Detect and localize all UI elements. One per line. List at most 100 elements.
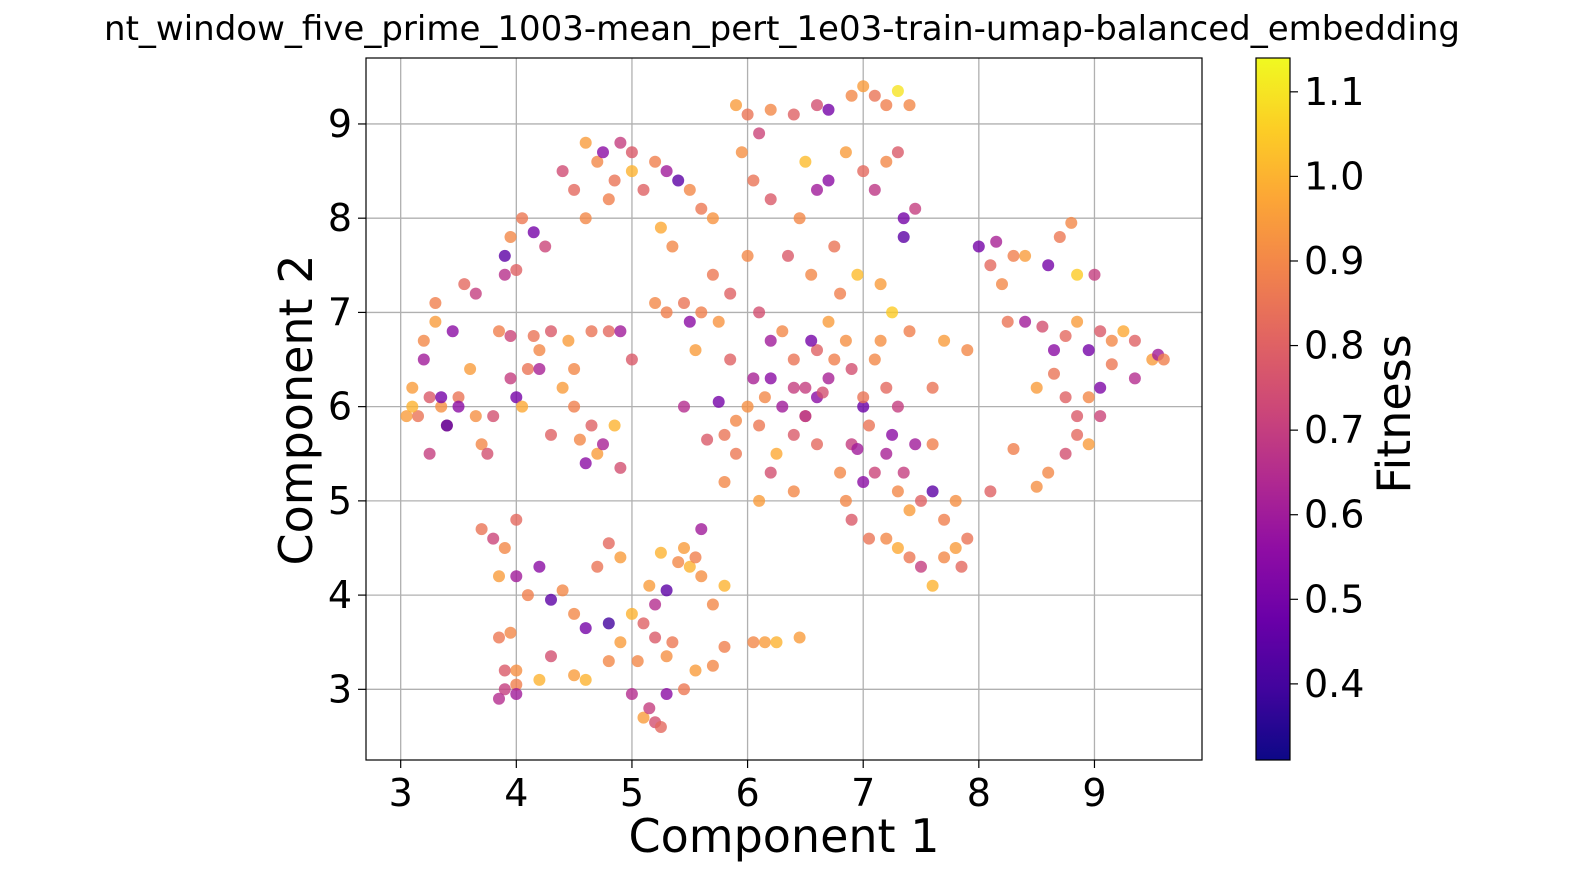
scatter-point	[585, 419, 598, 432]
scatter-point	[753, 127, 766, 140]
y-axis-ticks: 3 4 5 6 7 8 9	[328, 102, 366, 711]
scatter-point	[602, 617, 615, 630]
scatter-point	[1007, 249, 1020, 262]
colorbar	[1256, 58, 1290, 760]
scatter-point	[822, 174, 835, 187]
scatter-point	[949, 542, 962, 554]
scatter-point	[660, 650, 673, 663]
scatter-point	[504, 231, 517, 243]
scatter-point	[498, 683, 511, 696]
scatter-point	[816, 386, 829, 399]
scatter-point	[464, 363, 477, 375]
scatter-point	[735, 146, 748, 159]
scatter-point	[891, 400, 904, 413]
scatter-point	[666, 636, 679, 649]
scatter-point	[625, 688, 638, 700]
colorbar-tick-label: 0.6	[1304, 493, 1364, 537]
scatter-point	[568, 183, 581, 196]
scatter-point	[880, 155, 893, 168]
scatter-point	[683, 315, 696, 328]
scatter-point	[654, 221, 667, 234]
scatter-point	[718, 640, 731, 653]
scatter-point	[897, 212, 910, 225]
scatter-point	[718, 579, 731, 592]
scatter-point	[868, 183, 881, 196]
scatter-point	[678, 297, 690, 309]
scatter-point	[1082, 438, 1095, 451]
scatter-point	[787, 353, 800, 366]
scatter-point	[834, 466, 847, 479]
scatter-point	[799, 410, 812, 423]
scatter-point	[1059, 391, 1072, 404]
scatter-point	[897, 466, 910, 479]
scatter-point	[579, 622, 592, 635]
scatter-point	[1030, 381, 1043, 394]
scatter-point	[1053, 231, 1066, 243]
scatter-point	[597, 438, 609, 451]
colorbar-label: Fitness	[1367, 334, 1421, 493]
scatter-point	[683, 560, 696, 573]
scatter-point	[886, 428, 899, 441]
scatter-point	[452, 391, 465, 404]
scatter-point	[857, 400, 870, 413]
scatter-point	[573, 433, 586, 446]
scatter-point	[741, 249, 754, 262]
scatter-point	[915, 560, 927, 573]
scatter-point	[1105, 358, 1118, 371]
scatter-point	[568, 400, 581, 413]
scatter-point	[498, 664, 511, 677]
scatter-point	[516, 212, 529, 225]
scatter-point	[845, 363, 858, 375]
scatter-point	[637, 617, 650, 630]
scatter-point	[1071, 268, 1084, 281]
scatter-point	[834, 287, 847, 300]
colorbar-ticks: 0.4 0.5 0.6 0.7 0.8 0.9 1.0 1.1	[1290, 70, 1364, 706]
scatter-point	[782, 249, 794, 262]
scatter-point	[585, 325, 598, 338]
scatter-point	[475, 523, 488, 536]
scatter-point	[857, 165, 870, 178]
scatter-point	[1007, 443, 1020, 455]
scatter-point	[498, 268, 511, 281]
scatter-point	[891, 85, 904, 97]
scatter-point	[863, 419, 875, 432]
scatter-point	[545, 325, 557, 338]
x-tick-label: 6	[735, 771, 759, 815]
chart-title: nt_window_five_prime_1003-mean_pert_1e03…	[104, 9, 1460, 49]
scatter-point	[504, 626, 517, 639]
scatter-point	[1019, 315, 1032, 328]
scatter-point	[787, 428, 800, 441]
scatter-point	[868, 466, 881, 479]
scatter-point	[435, 400, 448, 413]
scatter-point	[556, 381, 569, 394]
scatter-point	[678, 542, 690, 554]
scatter-point	[1059, 330, 1072, 342]
x-tick-label: 5	[620, 771, 644, 815]
scatter-point	[504, 372, 517, 385]
scatter-point	[990, 235, 1003, 248]
x-tick-label: 4	[504, 771, 528, 815]
scatter-point	[649, 297, 662, 309]
scatter-point	[874, 278, 887, 291]
scatter-point	[637, 183, 650, 196]
scatter-point	[533, 344, 546, 357]
scatter-point	[880, 381, 893, 394]
scatter-point	[718, 476, 731, 488]
scatter-point	[1128, 372, 1141, 385]
scatter-point	[764, 103, 777, 116]
scatter-point	[758, 391, 771, 404]
scatter-point	[539, 240, 552, 253]
scatter-point	[805, 268, 818, 281]
scatter-point	[730, 447, 742, 460]
scatter-point	[787, 108, 800, 121]
scatter-point	[903, 99, 916, 112]
scatter-point	[805, 334, 818, 347]
scatter-point	[435, 391, 448, 404]
scatter-point	[1094, 325, 1107, 338]
scatter-point	[568, 669, 581, 682]
y-tick-label: 5	[328, 479, 352, 523]
scatter-point	[1019, 249, 1032, 262]
scatter-point	[811, 344, 823, 357]
scatter-point	[822, 315, 835, 328]
